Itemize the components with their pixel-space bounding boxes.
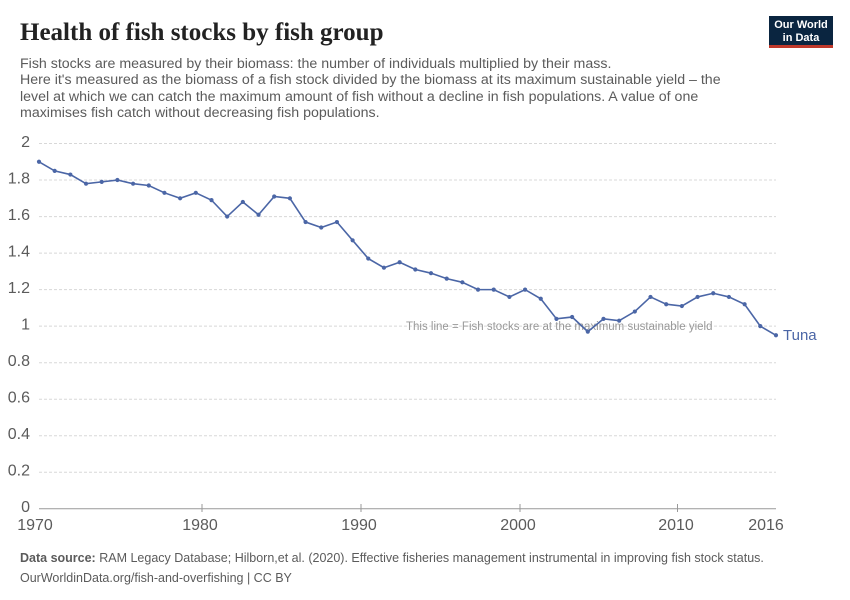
svg-text:0.6: 0.6 [8, 390, 30, 407]
svg-text:1.6: 1.6 [8, 207, 30, 224]
svg-text:0.4: 0.4 [8, 426, 30, 443]
svg-text:1970: 1970 [17, 517, 53, 534]
svg-text:1.8: 1.8 [8, 171, 30, 188]
svg-text:0.8: 0.8 [8, 353, 30, 370]
svg-text:Tuna: Tuna [783, 327, 817, 344]
svg-text:1990: 1990 [341, 517, 377, 534]
svg-text:0: 0 [21, 499, 30, 516]
svg-text:This line = Fish stocks are at: This line = Fish stocks are at the maxim… [406, 321, 712, 333]
svg-text:0.2: 0.2 [8, 463, 30, 480]
svg-text:1980: 1980 [182, 517, 218, 534]
svg-text:1.4: 1.4 [8, 244, 30, 261]
svg-text:2010: 2010 [658, 517, 694, 534]
svg-text:2: 2 [21, 134, 30, 151]
svg-text:2000: 2000 [500, 517, 536, 534]
svg-text:1: 1 [21, 317, 30, 334]
svg-text:2016: 2016 [748, 517, 784, 534]
svg-text:1.2: 1.2 [8, 280, 30, 297]
